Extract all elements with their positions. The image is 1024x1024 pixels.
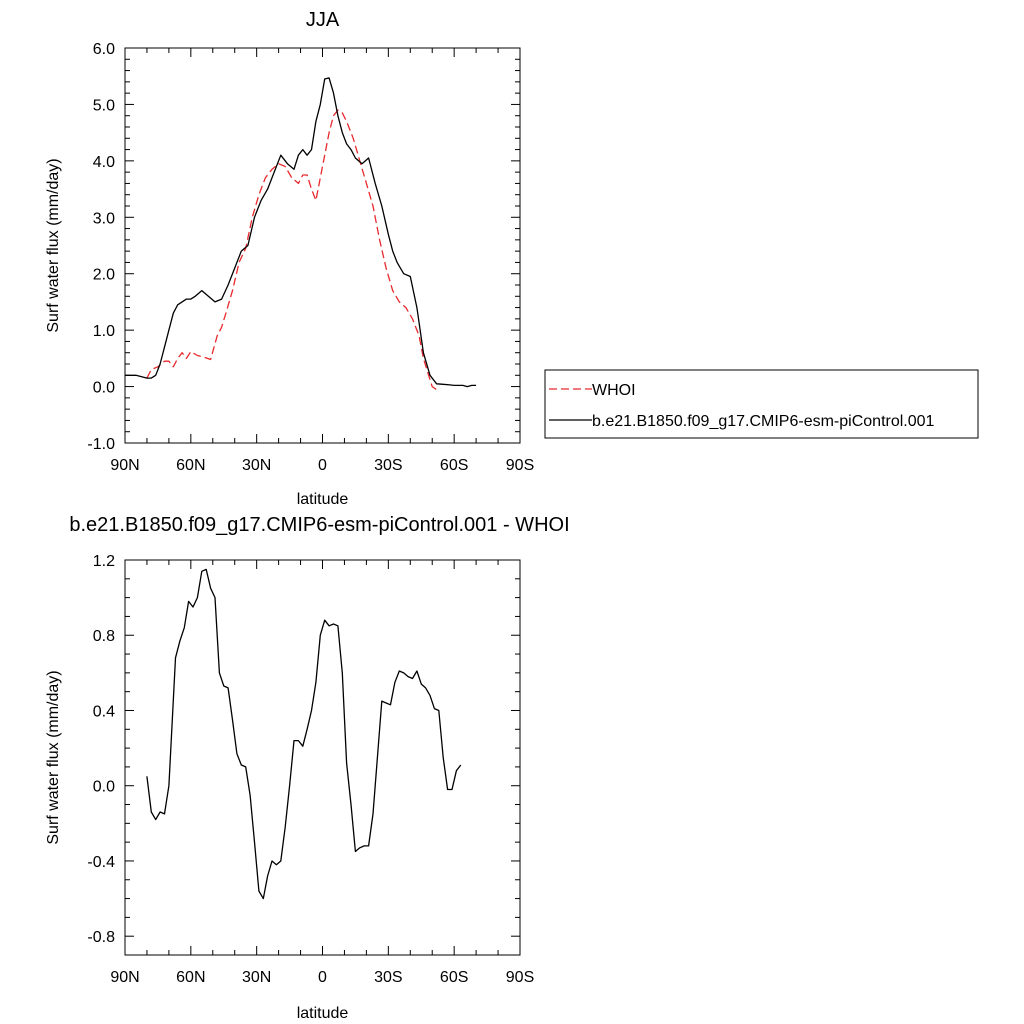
series-line-difference — [146, 568, 462, 900]
legend: WHOI b.e21.B1850.f09_g17.CMIP6-esm-piCont… — [544, 369, 979, 439]
x-tick-label: 0 — [318, 969, 327, 986]
y-tick-label: 1.0 — [93, 323, 115, 340]
x-axis-label: latitude — [297, 491, 349, 508]
panel-top: 90N 60N 30N 0 30S 60S 90S -1.0 0.0 1.0 2.0 3.0 4.0 5.… — [45, 9, 534, 508]
y-tick-label: 3.0 — [93, 210, 115, 227]
y-tick-label: -0.8 — [87, 929, 115, 946]
x-tick-label: 30N — [242, 457, 271, 474]
y-tick-label: 2.0 — [93, 267, 115, 284]
plot-frame — [124, 47, 521, 444]
y-tick-label: 0.8 — [93, 628, 115, 645]
legend-label: WHOI — [592, 382, 636, 399]
x-tick-label: 60S — [440, 969, 468, 986]
y-tick-label: 5.0 — [93, 97, 115, 114]
y-tick-label: 1.2 — [93, 553, 115, 570]
x-tick-label: 90N — [110, 457, 139, 474]
x-tick-label: 0 — [318, 457, 327, 474]
x-tick-label: 30N — [242, 969, 271, 986]
y-axis-label: Surf water flux (mm/day) — [45, 670, 62, 844]
y-tick-label: 6.0 — [93, 41, 115, 58]
x-tick-label: 60N — [176, 969, 205, 986]
y-tick-label: 4.0 — [93, 154, 115, 171]
plot-frame — [124, 559, 521, 956]
x-tick-label: 60N — [176, 457, 205, 474]
x-axis-label: latitude — [297, 1005, 349, 1022]
x-tick-label: 60S — [440, 457, 468, 474]
chart-title: JJA — [306, 9, 340, 31]
x-tick-label: 90S — [506, 969, 534, 986]
series-line-whoi — [146, 109, 440, 392]
y-tick-label: 0.4 — [93, 703, 115, 720]
y-axis-label: Surf water flux (mm/day) — [45, 158, 62, 332]
x-tick-label: 30S — [374, 457, 402, 474]
x-tick-label: 90N — [110, 969, 139, 986]
y-tick-label: -0.4 — [87, 854, 115, 871]
y-tick-label: 0.0 — [93, 380, 115, 397]
chart-title: b.e21.B1850.f09_g17.CMIP6-esm-piControl.… — [69, 514, 569, 536]
legend-box — [544, 369, 979, 439]
y-tick-label: 0.0 — [93, 779, 115, 796]
series-line-b-e21-b1850-f09-g17-cmip6-esm-picontrol-001 — [125, 77, 477, 388]
y-tick-label: -1.0 — [87, 436, 115, 453]
x-tick-label: 90S — [506, 457, 534, 474]
panel-bottom: 90N 60N 30N 0 30S 60S 90S -0.8 -0.4 0.0 0.4 0.8 1.2 b… — [45, 514, 570, 1022]
legend-label: b.e21.B1850.f09_g17.CMIP6-esm-piControl.… — [592, 413, 935, 430]
x-tick-label: 30S — [374, 969, 402, 986]
